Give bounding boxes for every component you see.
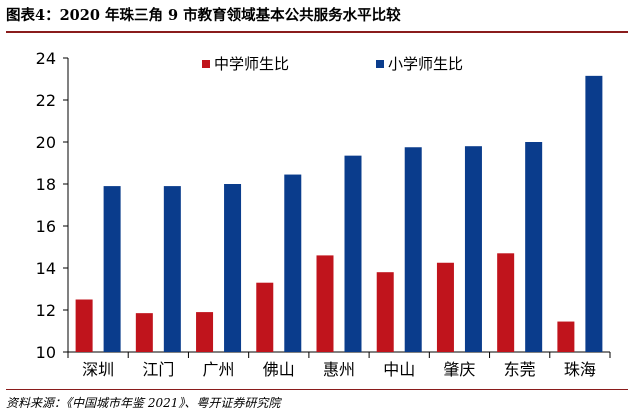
legend-label-primary-school: 小学师生比 [388,55,463,73]
y-tick-label: 22 [36,91,56,110]
x-tick-label: 江门 [142,360,174,379]
bar-primary-school [284,174,302,352]
bar-middle-school [557,321,575,352]
bar-middle-school [196,312,214,352]
bars [75,75,603,352]
x-axis: 深圳 江门 广州 佛山 惠州 中山 肇庆 东莞 珠海 [67,351,611,379]
bar-middle-school [75,299,93,352]
figure-title: 图表4：2020 年珠三角 9 市教育领域基本公共服务水平比较 [6,7,401,24]
x-tick-label: 东莞 [504,360,536,379]
bar-chart: 中学师生比 小学师生比 10 12 14 16 18 20 22 24 深圳 江门 广州 佛山 惠州 中… [36,49,611,379]
bar-primary-school [163,186,181,352]
bar-middle-school [256,282,274,352]
bar-middle-school [135,313,153,352]
bar-middle-school [316,255,334,352]
y-tick-label: 12 [36,301,56,320]
bar-middle-school [436,262,454,352]
bar-primary-school [464,146,482,352]
legend-swatch-middle-school [202,60,210,68]
y-tick-label: 10 [36,343,56,362]
x-tick-label: 肇庆 [443,360,475,379]
footer-divider [6,389,628,390]
title-divider [6,31,628,33]
bar-primary-school [344,155,362,352]
bar-primary-school [103,186,121,352]
bar-middle-school [376,272,394,352]
source-note: 资料来源：《中国城市年鉴 2021》、粤开证券研究院 [6,396,281,410]
bar-primary-school [525,142,543,352]
y-tick-label: 24 [36,49,56,68]
x-tick-label: 深圳 [82,360,114,379]
x-tick-label: 佛山 [263,360,295,379]
y-tick-label: 16 [36,217,56,236]
y-tick-label: 14 [36,259,56,278]
x-tick-label: 惠州 [323,360,355,379]
legend-label-middle-school: 中学师生比 [214,55,289,73]
bar-primary-school [404,147,422,352]
x-tick-label: 广州 [203,360,235,379]
y-tick-label: 20 [36,133,56,152]
x-tick-label: 中山 [383,360,415,379]
bar-middle-school [497,253,515,352]
bar-primary-school [585,75,603,352]
legend: 中学师生比 小学师生比 [202,55,463,73]
y-tick-label: 18 [36,175,56,194]
x-tick-label: 珠海 [564,360,596,379]
legend-swatch-primary-school [376,60,384,68]
bar-primary-school [224,184,242,352]
y-axis: 10 12 14 16 18 20 22 24 [36,49,69,362]
